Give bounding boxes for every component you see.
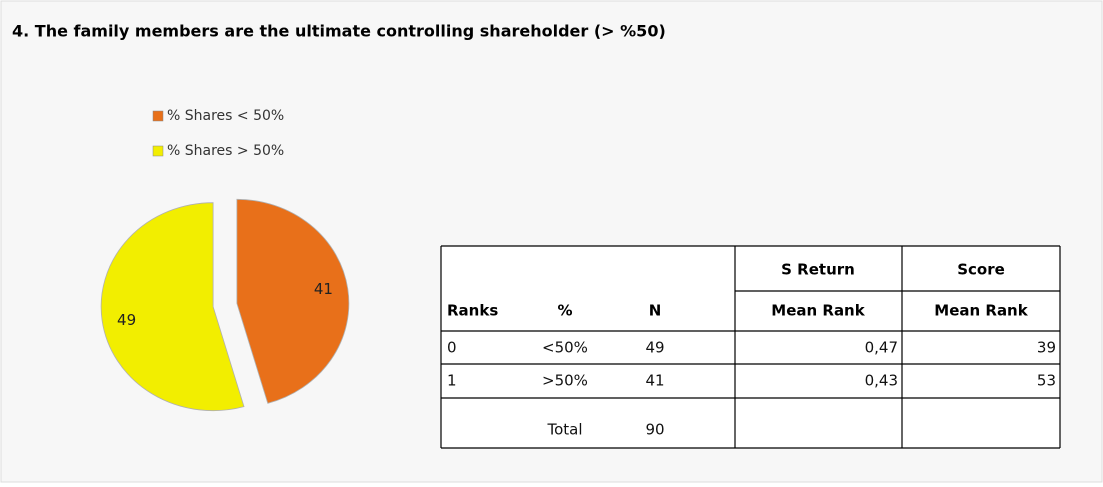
table-header: S Return xyxy=(781,261,855,279)
table-cell: 1 xyxy=(447,372,457,390)
pie-slice xyxy=(100,202,245,412)
table-cell: 0,47 xyxy=(865,339,898,357)
table-lines xyxy=(440,245,1061,449)
table-cell: 0,43 xyxy=(865,372,898,390)
table-header: % xyxy=(557,302,572,320)
table-header: Mean Rank xyxy=(934,302,1028,320)
legend-label: % Shares > 50% xyxy=(167,143,284,159)
table-header: N xyxy=(649,302,662,320)
legend-label: % Shares < 50% xyxy=(167,108,284,124)
table-cell: 53 xyxy=(1037,372,1056,390)
table-header: Mean Rank xyxy=(771,302,865,320)
table-cell: 90 xyxy=(645,421,664,439)
table-header: Ranks xyxy=(447,302,498,320)
legend-swatch xyxy=(152,145,164,157)
table-cell: 41 xyxy=(645,372,664,390)
table-header: Score xyxy=(957,261,1005,279)
table-cell: Total xyxy=(546,421,582,439)
slice-label: 41 xyxy=(314,280,333,298)
table-cell: >50% xyxy=(542,372,588,390)
table-cell: 0 xyxy=(447,339,457,357)
title: 4. The family members are the ultimate c… xyxy=(12,22,666,41)
table-cell: 49 xyxy=(645,339,664,357)
slice-label: 49 xyxy=(117,311,136,329)
table-bg xyxy=(441,246,1060,448)
table-cell: <50% xyxy=(542,339,588,357)
table-cell: 39 xyxy=(1037,339,1056,357)
pie-slice xyxy=(236,198,350,404)
legend-swatch xyxy=(152,110,164,122)
